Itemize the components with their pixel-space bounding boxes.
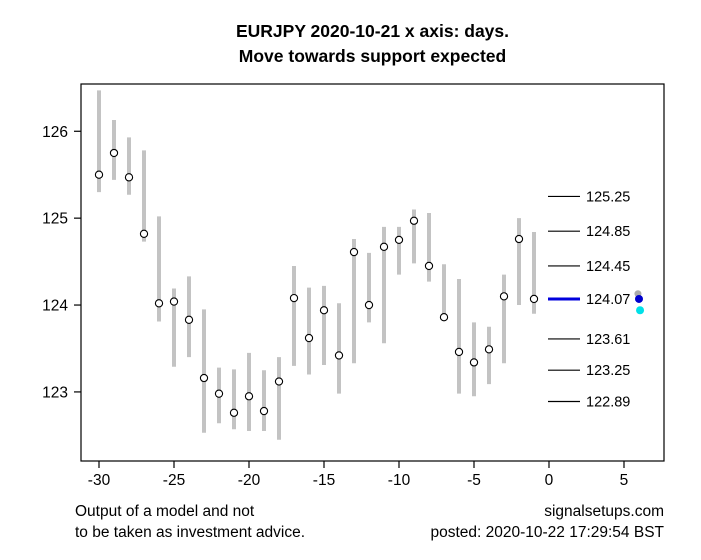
close-marker xyxy=(304,333,314,343)
level-label: 124.07 xyxy=(586,292,630,308)
y-axis-tick-label: 123 xyxy=(42,384,68,401)
disclaimer-line2: to be taken as investment advice. xyxy=(75,523,306,541)
close-marker xyxy=(529,294,539,304)
chart-title-line1: EURJPY 2020-10-21 x axis: days. xyxy=(235,21,510,41)
close-marker xyxy=(289,293,299,303)
attribution-text: signalsetups.com posted: 2020-10-22 17:2… xyxy=(430,502,664,543)
level-label: 124.85 xyxy=(586,224,630,240)
x-axis-tick-label: -25 xyxy=(163,472,185,489)
cyan-dot xyxy=(636,306,645,315)
close-marker xyxy=(319,306,329,315)
close-marker xyxy=(184,315,194,324)
plot-box xyxy=(80,83,665,462)
close-marker xyxy=(499,292,509,301)
x-axis-tick-label: -30 xyxy=(88,472,111,489)
chart-title-line2: Move towards support expected xyxy=(238,46,507,66)
close-marker xyxy=(439,313,449,322)
x-axis-tick-label: -15 xyxy=(313,472,335,489)
y-axis-tick-label: 124 xyxy=(42,298,68,315)
y-axis-tick-label: 126 xyxy=(42,124,68,141)
level-label: 124.45 xyxy=(586,259,630,275)
close-marker xyxy=(394,235,404,245)
close-marker xyxy=(229,408,239,417)
close-marker xyxy=(469,358,479,367)
close-marker xyxy=(334,351,344,360)
close-marker xyxy=(214,389,224,398)
chart-title: EURJPY 2020-10-21 x axis: days. Move tow… xyxy=(81,19,664,69)
level-label: 123.61 xyxy=(586,332,630,348)
close-marker xyxy=(379,242,389,251)
posted-timestamp: posted: 2020-10-22 17:29:54 BST xyxy=(430,523,664,541)
level-label: 123.25 xyxy=(586,363,630,379)
y-axis-tick-label: 125 xyxy=(42,211,68,228)
level-label: 125.25 xyxy=(586,189,630,205)
close-marker xyxy=(424,261,434,271)
blue-dot xyxy=(634,294,643,303)
close-marker xyxy=(154,299,164,308)
site-name: signalsetups.com xyxy=(544,503,664,520)
close-marker xyxy=(244,392,254,401)
close-marker xyxy=(274,377,284,386)
close-marker xyxy=(484,345,494,354)
x-axis-tick-label: -20 xyxy=(238,472,261,489)
disclaimer-line1: Output of a model and not xyxy=(75,503,255,520)
close-marker xyxy=(199,373,209,383)
close-marker xyxy=(124,173,134,182)
close-marker xyxy=(364,300,374,310)
close-marker xyxy=(169,297,179,306)
close-marker xyxy=(454,347,464,357)
close-marker xyxy=(349,247,359,257)
disclaimer-text: Output of a model and not to be taken as… xyxy=(75,502,305,543)
x-axis-tick-label: -5 xyxy=(467,472,481,489)
close-marker xyxy=(514,234,524,244)
close-marker xyxy=(409,216,419,225)
x-axis-tick-label: 0 xyxy=(545,472,554,489)
level-label: 122.89 xyxy=(586,394,630,410)
close-marker xyxy=(139,229,149,238)
close-marker xyxy=(109,148,119,158)
close-marker xyxy=(259,406,269,416)
x-axis-tick-label: 5 xyxy=(620,472,629,489)
close-marker xyxy=(94,170,104,179)
x-axis-tick-label: -10 xyxy=(388,472,411,489)
